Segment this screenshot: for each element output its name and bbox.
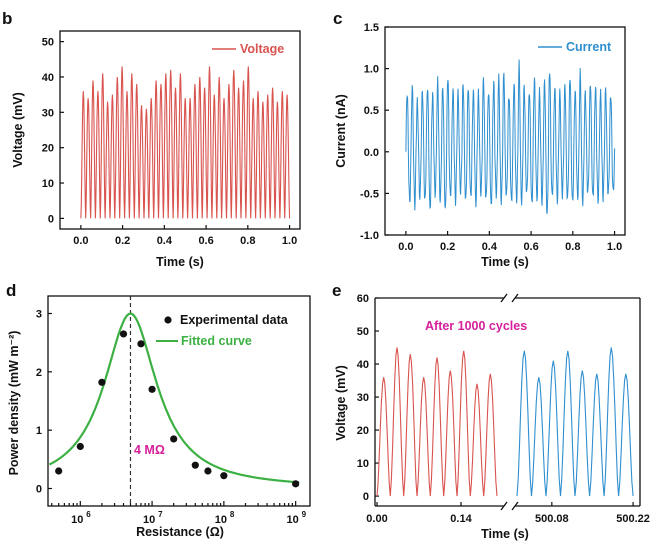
panel-e-frame: [374, 293, 641, 511]
panel-c-xtick-label: 0.6: [523, 241, 538, 253]
panel-b-ytick-label: 0: [48, 213, 54, 225]
panel-b-ylabel: Voltage (mV): [11, 92, 25, 167]
panel-b-xtick-label: 0.6: [198, 235, 213, 247]
experimental-data-point: [204, 467, 212, 475]
panel-c-ytick-label: 0.0: [364, 147, 379, 159]
panel-b-ytick-label: 20: [42, 143, 54, 155]
fitted-curve-line: [48, 312, 300, 484]
axis-break-bottom: [500, 501, 519, 511]
cycles-annotation: After 1000 cycles: [425, 319, 527, 333]
panel-d-ytick-label: 1: [36, 425, 42, 437]
resistance-annotation: 4 MΩ: [134, 443, 165, 457]
panel-e-ytick-label: 20: [357, 425, 369, 437]
experimental-data-point: [220, 472, 228, 480]
panel-b: b 0.0 0.2 0.4 0.6 0.8 1.0 0 10 20 30 40 50 Voltage …: [2, 9, 301, 269]
panel-c-frame: [384, 26, 626, 236]
experimental-data-point: [170, 435, 178, 443]
panel-b-xtick-label: 0.8: [240, 235, 255, 247]
axis-break-top: [500, 293, 519, 303]
panel-letter-e: e: [332, 281, 341, 300]
panel-letter-b: b: [2, 9, 12, 28]
panel-d-xtick-label: 10: [71, 514, 83, 526]
panel-e-xlabel: Time (s): [481, 527, 529, 541]
panel-e-xtick-label: 0.14: [450, 513, 472, 525]
panel-b-xlabel: Time (s): [156, 255, 204, 269]
panel-letter-d: d: [6, 281, 16, 300]
panel-d-ytick-label: 0: [36, 484, 42, 496]
panel-d-xtick-label: 10: [215, 514, 227, 526]
experimental-legend-label: Experimental data: [180, 313, 289, 327]
experimental-data-point: [137, 340, 145, 348]
panel-d-xtick-label: 10: [287, 514, 299, 526]
panel-c-ytick-label: -0.5: [360, 188, 379, 200]
panel-d-xlabel: Resistance (Ω): [136, 525, 224, 539]
panel-c-xlabel: Time (s): [481, 255, 529, 269]
experimental-data-point: [55, 467, 63, 475]
panel-c-ytick-label: 1.0: [364, 64, 379, 76]
panel-e-ytick-label: 40: [357, 359, 369, 371]
experimental-data-point: [119, 330, 128, 338]
panel-c-ylabel: Current (nA): [334, 94, 348, 168]
panel-d-ytick-label: 3: [36, 309, 42, 321]
panel-d-xtick-exponent: 8: [230, 510, 235, 519]
panel-d-xtick-exponent: 9: [302, 510, 307, 519]
panel-e-ytick-label: 10: [357, 458, 369, 470]
panel-e: e 0 10 20 30 40 50 60 0.00 0.14 500.08 500.22 Afte…: [332, 281, 650, 541]
panel-e-ylabel: Voltage (mV): [334, 365, 348, 440]
initial-voltage-line: [376, 347, 498, 497]
panel-d-ylabel: Power density (mW m⁻²): [7, 331, 21, 476]
voltage-legend-label: Voltage: [240, 42, 284, 56]
panel-e-xtick-label: 500.22: [616, 513, 650, 525]
panel-e-xtick-label: 0.00: [366, 513, 387, 525]
experimental-data-point: [98, 378, 106, 386]
panel-c-ytick-label: 1.5: [364, 22, 379, 34]
panel-c-ytick-label: 0.5: [364, 105, 379, 117]
panel-d-legend: Experimental data Fitted curve: [156, 313, 289, 348]
panel-b-xtick-label: 1.0: [282, 235, 297, 247]
panel-e-ytick-label: 30: [357, 392, 369, 404]
panel-b-ytick-label: 30: [42, 107, 54, 119]
panel-c-xtick-label: 0.8: [565, 241, 580, 253]
experimental-data-point: [292, 480, 300, 488]
panel-c-ytick-label: -1.0: [360, 230, 379, 242]
panel-e-ytick-label: 0: [363, 491, 369, 503]
panel-b-ytick-label: 40: [42, 72, 54, 84]
fitted-legend-label: Fitted curve: [181, 334, 252, 348]
panel-b-xtick-label: 0.2: [115, 235, 130, 247]
panel-c-legend: Current: [538, 40, 612, 54]
panel-e-ytick-label: 50: [357, 326, 369, 338]
experimental-data-point: [148, 385, 156, 393]
panel-c-xtick-label: 0.0: [398, 241, 413, 253]
voltage-series-line: [80, 66, 291, 219]
panel-b-xtick-label: 0.4: [157, 235, 173, 247]
experimental-data-point: [191, 461, 199, 469]
experimental-legend-marker: [164, 316, 172, 324]
panel-b-ytick-label: 10: [42, 178, 54, 190]
panel-letter-c: c: [333, 9, 342, 28]
panel-d-xtick-exponent: 7: [158, 510, 163, 519]
panel-b-frame: [59, 30, 301, 230]
panel-b-xtick-label: 0.0: [73, 235, 88, 247]
panel-e-xtick-label: 500.08: [535, 513, 569, 525]
current-series-line: [405, 59, 616, 214]
panel-d-frame: [47, 295, 311, 507]
panel-d-xtick-label: 10: [143, 514, 155, 526]
after-cycles-voltage-line: [516, 347, 634, 497]
panel-c-xtick-label: 0.4: [482, 241, 498, 253]
panel-e-ytick-label: 60: [357, 293, 369, 305]
panel-c: c 0.0 0.2 0.4 0.6 0.8 1.0 -1.0 -0.5 0.0 0.5 1.0 1.5…: [333, 9, 626, 269]
panel-d-xtick-exponent: 6: [86, 510, 91, 519]
panel-c-xtick-label: 1.0: [607, 241, 622, 253]
panel-c-xtick-label: 0.2: [440, 241, 455, 253]
experimental-data-point: [76, 442, 84, 451]
current-legend-label: Current: [566, 40, 612, 54]
panel-b-legend: Voltage: [212, 42, 284, 56]
panel-b-ytick-label: 50: [42, 37, 54, 49]
panel-d-ytick-label: 2: [36, 367, 42, 379]
